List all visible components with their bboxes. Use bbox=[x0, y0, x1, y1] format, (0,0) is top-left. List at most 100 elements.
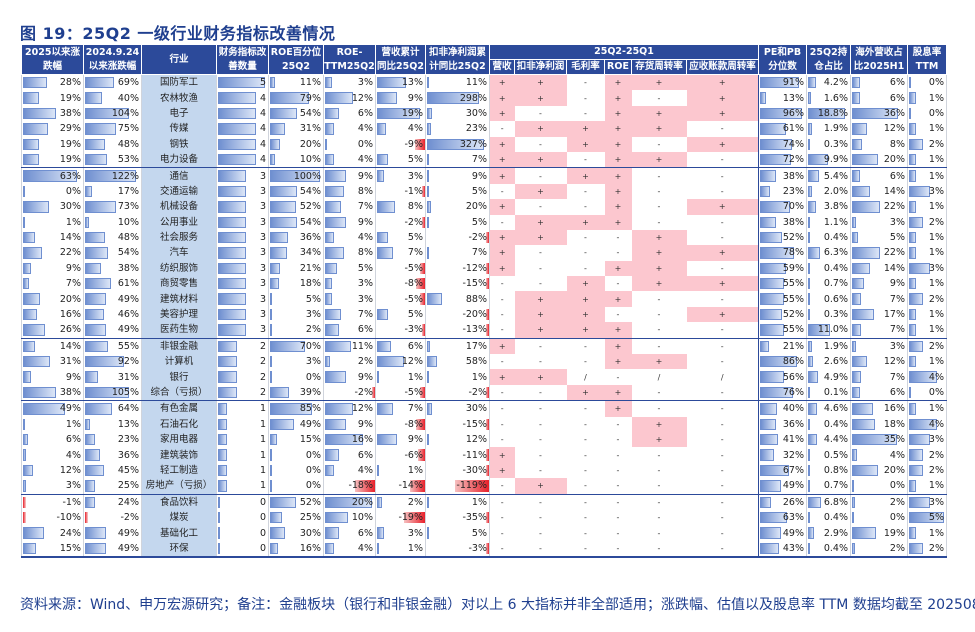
data-bar bbox=[909, 511, 944, 524]
data-bar bbox=[909, 386, 911, 399]
data-bar bbox=[808, 278, 810, 290]
data-bar bbox=[218, 433, 228, 446]
data-bar bbox=[760, 308, 783, 321]
change-signal-cell: + bbox=[604, 199, 632, 215]
data-bar bbox=[415, 138, 425, 150]
cell-value: 3 bbox=[259, 262, 266, 274]
change-signal-cell: + bbox=[566, 121, 605, 137]
holding-cell: 6.3% bbox=[806, 245, 851, 261]
data-bar bbox=[760, 480, 782, 492]
data-bar bbox=[427, 77, 429, 89]
industry-name: 食品饮料 bbox=[141, 494, 217, 510]
dividend-cell: 3% bbox=[907, 431, 947, 448]
data-bar bbox=[427, 293, 443, 305]
cell-value: 40% bbox=[782, 403, 804, 415]
cell-value: 2% bbox=[357, 356, 373, 368]
cell-value: 0.5% bbox=[823, 449, 848, 461]
net-profit-yoy-cell: -13% bbox=[425, 322, 490, 339]
table-row: 38% 105% 综合（亏损） 2 39% -2% -5% -2% - - + + - -76% 0.1% 6… bbox=[21, 384, 947, 402]
data-bar bbox=[23, 278, 30, 290]
roe-ttm-cell: 4% bbox=[323, 229, 376, 246]
table-row: 0% 17% 交通运输 3 54% 8% -1% 5% - + - + - -23% 2.0% 14% 3% bbox=[21, 183, 947, 200]
revenue-yoy-cell: 4% bbox=[375, 121, 426, 137]
change-signal-cell: - bbox=[657, 202, 661, 212]
improve-count-cell: 3 bbox=[216, 214, 269, 230]
industry-name: 有色金属 bbox=[141, 400, 217, 417]
data-bar bbox=[325, 216, 347, 228]
improve-count-cell: 0 bbox=[216, 509, 269, 526]
change-signal-cell: + bbox=[686, 90, 759, 106]
pe-pb-cell: 21% bbox=[758, 338, 807, 355]
cell-value: 3% bbox=[357, 293, 373, 305]
data-bar bbox=[218, 356, 237, 368]
improve-count-cell: 1 bbox=[216, 400, 269, 417]
roe-ttm-cell: 3% bbox=[323, 276, 376, 292]
cell-value: 4% bbox=[928, 371, 944, 383]
ytd-return-cell: 28% bbox=[21, 74, 84, 91]
data-bar bbox=[270, 527, 285, 539]
cell-value: 8% bbox=[407, 201, 423, 213]
data-bar bbox=[377, 356, 405, 368]
change-signal-cell: + bbox=[604, 167, 632, 184]
data-bar bbox=[325, 231, 335, 244]
since-0924-cell: 55% bbox=[83, 338, 142, 355]
industry-name: 家用电器 bbox=[141, 431, 217, 448]
data-bar bbox=[85, 92, 102, 104]
change-signal-cell: - bbox=[616, 372, 620, 382]
improve-count-cell: 1 bbox=[216, 447, 269, 463]
table-row: 15% 49% 环保 0 16% 4% 1% -3% - - - - - -43% 0.4% 2% 2% bbox=[21, 540, 947, 559]
data-bar bbox=[486, 324, 489, 336]
data-bar bbox=[85, 527, 106, 539]
overseas-cell: 35% bbox=[850, 431, 908, 448]
cell-value: 20% bbox=[465, 201, 487, 213]
data-bar bbox=[760, 92, 766, 104]
data-bar bbox=[377, 464, 380, 477]
revenue-yoy-cell: -2% bbox=[375, 214, 426, 230]
cell-value: -15% bbox=[462, 278, 487, 290]
cell-value: 20% bbox=[883, 154, 905, 166]
change-signal-cell: - bbox=[616, 310, 620, 320]
change-signal-cell: - bbox=[489, 121, 515, 137]
dividend-cell: 1% bbox=[907, 199, 947, 215]
cell-value: 1 bbox=[259, 449, 266, 461]
pe-pb-cell: 52% bbox=[758, 306, 807, 323]
change-signal-cell: - bbox=[539, 171, 542, 181]
data-bar bbox=[852, 262, 871, 275]
data-bar bbox=[218, 138, 256, 150]
cell-value: 0 bbox=[259, 542, 266, 554]
data-bar bbox=[325, 247, 344, 259]
industry-name: 社会服务 bbox=[141, 229, 217, 246]
data-bar bbox=[270, 107, 297, 120]
table-row: 4% 36% 建筑装饰 1 0% 6% -6% -11% + - - - - - 32% 0.5% 4% 2% bbox=[21, 447, 947, 463]
cell-value: 1 bbox=[259, 418, 266, 430]
cell-value: 4 bbox=[259, 154, 266, 166]
cell-value: 85% bbox=[299, 403, 321, 415]
cell-value: 13% bbox=[117, 418, 139, 430]
holding-cell: 0.4% bbox=[806, 509, 851, 526]
change-signal-cell: + bbox=[489, 229, 515, 246]
roe-percentile-cell: 39% bbox=[268, 384, 324, 402]
cell-value: 86% bbox=[782, 356, 804, 368]
dividend-cell: 1% bbox=[907, 245, 947, 261]
overseas-cell: 20% bbox=[850, 462, 908, 479]
change-signal-cell: + bbox=[686, 276, 759, 292]
cell-value: 61% bbox=[117, 278, 139, 290]
change-signal-cell: - bbox=[489, 525, 515, 541]
cell-value: 8% bbox=[889, 138, 905, 150]
cell-value: 9% bbox=[889, 278, 905, 290]
holding-cell: 1.6% bbox=[806, 90, 851, 106]
roe-percentile-cell: 18% bbox=[268, 276, 324, 292]
ytd-return-cell: 14% bbox=[21, 338, 84, 355]
change-signal-cell: - bbox=[584, 404, 587, 414]
cell-value: 25% bbox=[117, 480, 139, 492]
dividend-cell: 3% bbox=[907, 183, 947, 200]
table-row: 38% 104% 电子 4 54% 6% 19% 30% + - - + + +96% 18.8% 36% 0% bbox=[21, 105, 947, 122]
cell-value: 52% bbox=[299, 201, 321, 213]
cell-value: 4% bbox=[65, 449, 81, 461]
cell-value: 0.4% bbox=[823, 512, 848, 524]
cell-value: 13% bbox=[782, 92, 804, 104]
data-bar bbox=[427, 527, 429, 539]
change-signal-cell: - bbox=[686, 260, 759, 277]
pe-pb-cell: 52% bbox=[758, 229, 807, 246]
data-bar bbox=[85, 216, 90, 228]
